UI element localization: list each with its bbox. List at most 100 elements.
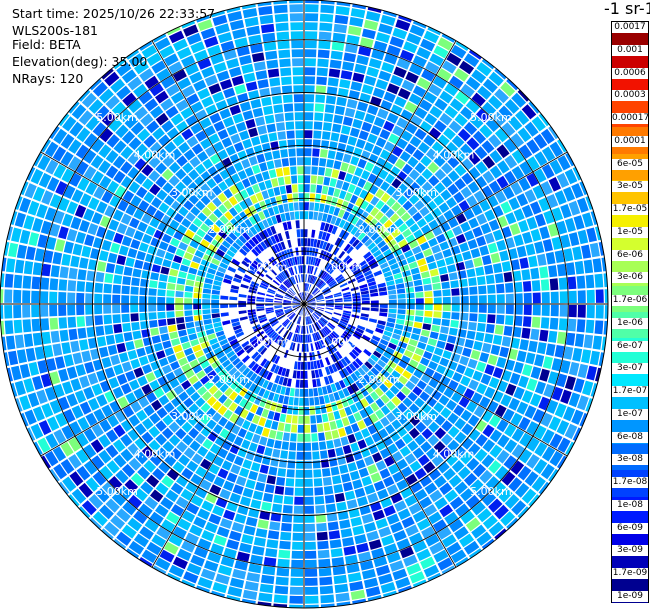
ppi-gate — [327, 448, 336, 458]
ppi-gate — [156, 248, 166, 258]
ppi-gate — [284, 296, 292, 300]
ppi-gate — [186, 563, 202, 576]
ppi-gate — [424, 231, 435, 241]
ppi-gate — [427, 161, 440, 174]
ppi-gate — [134, 423, 147, 436]
ppi-gate — [61, 342, 71, 355]
ppi-gate — [277, 289, 285, 294]
ppi-gate — [290, 31, 303, 40]
ppi-gate — [141, 431, 154, 444]
ppi-gate — [482, 424, 495, 438]
ppi-gate — [347, 433, 357, 444]
ppi-gate — [282, 432, 290, 441]
ppi-gate — [441, 60, 457, 74]
ppi-gate — [444, 489, 458, 503]
ppi-gate — [295, 121, 304, 130]
ppi-gate — [163, 402, 175, 413]
ppi-gate — [338, 250, 346, 259]
ppi-gate — [380, 192, 391, 203]
ppi-gate — [380, 405, 391, 416]
ppi-gate — [441, 281, 450, 289]
ppi-gate — [332, 32, 346, 43]
ppi-gate — [234, 405, 244, 416]
ppi-gate — [218, 244, 228, 253]
ppi-gate — [427, 188, 439, 200]
ppi-gate — [574, 333, 585, 348]
ppi-gate — [94, 315, 103, 326]
ppi-gate — [156, 189, 168, 201]
ppi-gate — [351, 423, 360, 433]
ppi-gate — [122, 92, 137, 107]
ppi-gate — [98, 144, 112, 159]
ppi-gate — [586, 365, 597, 381]
ppi-gate — [476, 213, 488, 225]
ppi-gate — [333, 188, 341, 198]
nrays-text: NRays: 120 — [12, 71, 84, 86]
ppi-gate — [301, 325, 303, 334]
ppi-gate — [446, 197, 457, 209]
ppi-gate — [285, 121, 295, 130]
ppi-gate — [453, 445, 467, 459]
ppi-gate — [361, 364, 370, 373]
ppi-gate — [264, 179, 273, 189]
ppi-gate — [245, 241, 253, 251]
ppi-gate — [226, 432, 237, 443]
ppi-gate — [318, 567, 332, 577]
ppi-gate — [292, 302, 300, 304]
ppi-gate — [380, 394, 390, 404]
ppi-gate — [397, 508, 411, 520]
ppi-gate — [323, 204, 330, 214]
ppi-gate — [324, 232, 331, 242]
ppi-gate — [105, 429, 119, 443]
ppi-gate — [243, 72, 256, 83]
ppi-gate — [398, 341, 408, 349]
ppi-gate — [343, 306, 352, 309]
ppi-gate — [481, 185, 494, 198]
ppi-gate — [244, 401, 253, 411]
ppi-gate — [171, 338, 181, 347]
ppi-gate — [521, 104, 537, 120]
ppi-gate — [440, 375, 451, 386]
ppi-gate — [37, 437, 51, 453]
ppi-gate — [93, 186, 106, 200]
ppi-gate — [155, 420, 167, 432]
ppi-gate — [426, 200, 437, 212]
ppi-gate — [318, 40, 331, 50]
ppi-gate — [225, 221, 235, 231]
ppi-gate — [347, 414, 356, 425]
ppi-gate — [206, 396, 217, 407]
ppi-gate — [539, 368, 550, 382]
ppi-gate — [568, 232, 580, 247]
ppi-gate — [327, 323, 335, 330]
ppi-gate — [360, 150, 371, 161]
ppi-gate — [314, 202, 320, 212]
ppi-gate — [412, 353, 422, 363]
ppi-gate — [394, 233, 405, 243]
ppi-gate — [108, 219, 120, 231]
ppi-gate — [425, 61, 440, 74]
ppi-gate — [291, 550, 304, 559]
ppi-gate — [501, 261, 512, 272]
ppi-gate — [400, 487, 413, 499]
ppi-gate — [248, 383, 257, 392]
ppi-gate — [304, 451, 312, 460]
ppi-gate — [116, 342, 127, 353]
ppi-gate — [415, 310, 424, 317]
ppi-gate — [326, 214, 333, 224]
ppi-gate — [342, 387, 350, 397]
ppi-gate — [399, 546, 414, 559]
ppi-gate — [356, 55, 369, 66]
ppi-gate — [250, 194, 259, 204]
ppi-gate — [556, 172, 570, 188]
ppi-gate — [445, 141, 459, 155]
ppi-gate — [437, 557, 453, 571]
ppi-gate — [412, 540, 427, 553]
ppi-gate — [231, 75, 244, 86]
ppi-gate — [192, 380, 203, 391]
ppi-gate — [122, 405, 135, 418]
ppi-gate — [87, 372, 99, 385]
ppi-gate — [274, 305, 283, 307]
ppi-gate — [261, 280, 270, 286]
ppi-gate — [253, 61, 266, 71]
ppi-gate — [162, 182, 174, 194]
